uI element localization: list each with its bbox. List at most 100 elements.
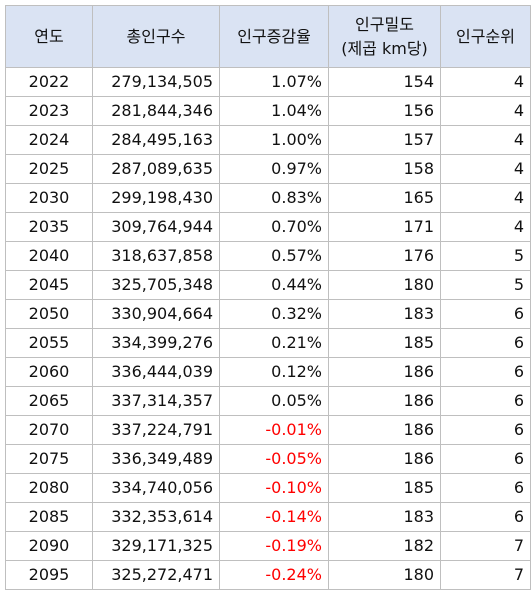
cell-density: 165 <box>328 183 441 213</box>
cell-growth-rate: 0.57% <box>219 241 329 271</box>
cell-rank: 4 <box>440 212 531 242</box>
table-row: 2040 318,637,858 0.57% 176 5 <box>5 241 531 271</box>
cell-total-population: 284,495,163 <box>92 125 220 155</box>
cell-total-population: 325,705,348 <box>92 270 220 300</box>
cell-density: 176 <box>328 241 441 271</box>
cell-growth-rate: 0.32% <box>219 299 329 329</box>
cell-density: 182 <box>328 531 441 561</box>
table-row: 2065 337,314,357 0.05% 186 6 <box>5 386 531 416</box>
cell-growth-rate: 1.00% <box>219 125 329 155</box>
cell-year: 2065 <box>5 386 93 416</box>
cell-rank: 4 <box>440 154 531 184</box>
cell-total-population: 287,089,635 <box>92 154 220 184</box>
cell-growth-rate: -0.05% <box>219 444 329 474</box>
cell-year: 2085 <box>5 502 93 532</box>
cell-year: 2022 <box>5 67 93 97</box>
table-row: 2045 325,705,348 0.44% 180 5 <box>5 270 531 300</box>
cell-year: 2030 <box>5 183 93 213</box>
cell-rank: 6 <box>440 444 531 474</box>
cell-growth-rate: 0.83% <box>219 183 329 213</box>
cell-year: 2055 <box>5 328 93 358</box>
cell-total-population: 325,272,471 <box>92 560 220 590</box>
table-row: 2090 329,171,325 -0.19% 182 7 <box>5 531 531 561</box>
header-rank: 인구순위 <box>440 5 531 68</box>
cell-growth-rate: 0.21% <box>219 328 329 358</box>
cell-year: 2024 <box>5 125 93 155</box>
table-row: 2050 330,904,664 0.32% 183 6 <box>5 299 531 329</box>
cell-density: 186 <box>328 357 441 387</box>
cell-year: 2080 <box>5 473 93 503</box>
cell-growth-rate: 0.44% <box>219 270 329 300</box>
header-growth-rate: 인구증감율 <box>219 5 329 68</box>
cell-rank: 7 <box>440 531 531 561</box>
cell-density: 186 <box>328 415 441 445</box>
table-header: 연도 총인구수 인구증감율 인구밀도 (제곱 km당) 인구순위 <box>5 5 531 68</box>
cell-year: 2060 <box>5 357 93 387</box>
cell-growth-rate: -0.01% <box>219 415 329 445</box>
cell-rank: 6 <box>440 502 531 532</box>
header-row: 연도 총인구수 인구증감율 인구밀도 (제곱 km당) 인구순위 <box>5 5 531 68</box>
cell-density: 186 <box>328 386 441 416</box>
header-density-title: 인구밀도 <box>355 14 414 34</box>
cell-rank: 5 <box>440 241 531 271</box>
cell-total-population: 336,444,039 <box>92 357 220 387</box>
cell-year: 2075 <box>5 444 93 474</box>
cell-growth-rate: -0.10% <box>219 473 329 503</box>
cell-growth-rate: 0.70% <box>219 212 329 242</box>
cell-total-population: 334,399,276 <box>92 328 220 358</box>
table-body: 2022 279,134,505 1.07% 154 4 2023 281,844,346 1… <box>5 67 531 590</box>
cell-density: 158 <box>328 154 441 184</box>
table-row: 2025 287,089,635 0.97% 158 4 <box>5 154 531 184</box>
cell-density: 183 <box>328 299 441 329</box>
table-row: 2024 284,495,163 1.00% 157 4 <box>5 125 531 155</box>
cell-total-population: 279,134,505 <box>92 67 220 97</box>
cell-rank: 4 <box>440 183 531 213</box>
cell-density: 180 <box>328 560 441 590</box>
table-row: 2070 337,224,791 -0.01% 186 6 <box>5 415 531 445</box>
cell-rank: 6 <box>440 473 531 503</box>
cell-year: 2023 <box>5 96 93 126</box>
cell-growth-rate: 0.97% <box>219 154 329 184</box>
table-row: 2055 334,399,276 0.21% 185 6 <box>5 328 531 358</box>
table-row: 2023 281,844,346 1.04% 156 4 <box>5 96 531 126</box>
cell-growth-rate: 0.05% <box>219 386 329 416</box>
cell-growth-rate: 0.12% <box>219 357 329 387</box>
cell-rank: 4 <box>440 67 531 97</box>
cell-total-population: 332,353,614 <box>92 502 220 532</box>
cell-density: 180 <box>328 270 441 300</box>
table-row: 2075 336,349,489 -0.05% 186 6 <box>5 444 531 474</box>
cell-density: 183 <box>328 502 441 532</box>
header-density: 인구밀도 (제곱 km당) <box>328 5 441 68</box>
cell-density: 171 <box>328 212 441 242</box>
cell-rank: 6 <box>440 328 531 358</box>
cell-growth-rate: -0.19% <box>219 531 329 561</box>
cell-year: 2040 <box>5 241 93 271</box>
cell-total-population: 281,844,346 <box>92 96 220 126</box>
cell-rank: 6 <box>440 357 531 387</box>
cell-rank: 6 <box>440 386 531 416</box>
cell-density: 156 <box>328 96 441 126</box>
cell-rank: 4 <box>440 96 531 126</box>
cell-year: 2035 <box>5 212 93 242</box>
header-total-population: 총인구수 <box>92 5 220 68</box>
cell-total-population: 329,171,325 <box>92 531 220 561</box>
cell-total-population: 334,740,056 <box>92 473 220 503</box>
cell-growth-rate: -0.14% <box>219 502 329 532</box>
header-density-unit: (제곱 km당) <box>341 38 428 58</box>
cell-growth-rate: -0.24% <box>219 560 329 590</box>
cell-density: 185 <box>328 328 441 358</box>
cell-total-population: 336,349,489 <box>92 444 220 474</box>
cell-year: 2025 <box>5 154 93 184</box>
cell-density: 185 <box>328 473 441 503</box>
table-row: 2085 332,353,614 -0.14% 183 6 <box>5 502 531 532</box>
cell-year: 2070 <box>5 415 93 445</box>
table-row: 2060 336,444,039 0.12% 186 6 <box>5 357 531 387</box>
table-row: 2035 309,764,944 0.70% 171 4 <box>5 212 531 242</box>
cell-total-population: 337,314,357 <box>92 386 220 416</box>
cell-rank: 6 <box>440 299 531 329</box>
cell-year: 2095 <box>5 560 93 590</box>
cell-density: 186 <box>328 444 441 474</box>
cell-total-population: 337,224,791 <box>92 415 220 445</box>
cell-density: 154 <box>328 67 441 97</box>
